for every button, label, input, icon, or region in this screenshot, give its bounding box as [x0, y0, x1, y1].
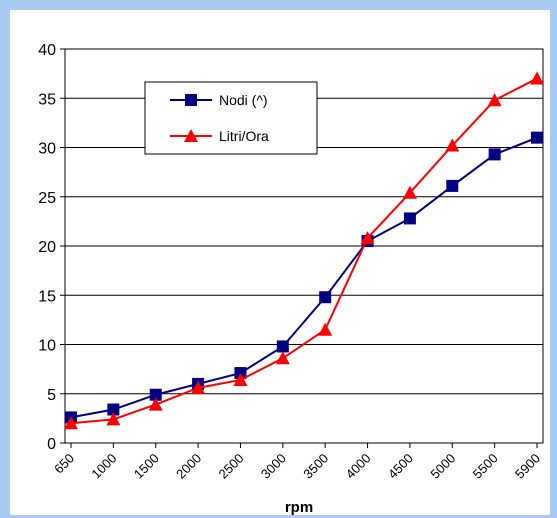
y-tick-label: 40 [38, 42, 56, 59]
y-tick-label: 5 [47, 387, 56, 404]
legend-box [144, 81, 318, 155]
x-tick-label: 2500 [216, 451, 247, 482]
legend-marker-litri [184, 129, 198, 142]
x-tick-label: 5000 [427, 451, 458, 482]
data-point [488, 148, 501, 161]
data-point [191, 380, 206, 394]
x-axis-label: rpm [285, 499, 313, 516]
legend: Nodi (^) Litri/Ora [144, 81, 318, 155]
x-tick-label: 1500 [131, 451, 162, 482]
series-litri-ora [64, 71, 544, 430]
legend-entry-litri: Litri/Ora [170, 128, 269, 144]
y-axis-ticks: 0 5 10 15 20 25 30 35 40 [38, 42, 65, 453]
x-tick-label: 4000 [343, 451, 374, 482]
data-point [64, 416, 78, 430]
series-line [70, 77, 538, 425]
x-tick-label: 5900 [512, 451, 543, 482]
x-tick-label: 650 [51, 451, 77, 477]
y-tick-label: 30 [38, 141, 56, 158]
y-tick-label: 25 [38, 190, 56, 207]
data-point [318, 322, 333, 336]
y-tick-label: 10 [38, 338, 56, 355]
y-tick-label: 15 [38, 288, 56, 305]
data-point [531, 131, 543, 144]
x-tick-label: 2000 [173, 451, 204, 482]
data-point [106, 412, 121, 426]
data-point [149, 388, 162, 401]
x-tick-label: 3000 [258, 451, 289, 482]
x-tick-label: 4500 [385, 451, 416, 482]
data-point [319, 291, 332, 304]
data-point [530, 71, 544, 85]
series-layer [64, 71, 544, 430]
data-point [360, 231, 375, 245]
x-tick-label: 5500 [470, 451, 501, 482]
x-axis-ticks: 650 1000 1500 2000 2500 3000 3500 4000 4500 5000 5… [51, 443, 543, 482]
y-tick-label: 35 [38, 91, 56, 108]
data-point [148, 397, 163, 411]
legend-label-nodi: Nodi (^) [219, 92, 268, 108]
data-point [446, 179, 459, 192]
legend-label-litri: Litri/Ora [219, 128, 269, 144]
data-point [445, 138, 460, 152]
series-nodi [65, 131, 543, 424]
y-tick-label: 20 [38, 239, 56, 256]
data-point [233, 372, 248, 386]
data-point [403, 212, 416, 225]
data-point [402, 185, 417, 199]
data-point [107, 403, 120, 416]
series-line [70, 136, 538, 419]
legend-marker-nodi [185, 94, 197, 106]
data-point [276, 340, 289, 353]
y-tick-label: 0 [47, 436, 56, 453]
x-tick-label: 3500 [300, 451, 331, 482]
legend-entry-nodi: Nodi (^) [170, 92, 268, 108]
x-tick-label: 1000 [88, 451, 119, 482]
data-point [487, 93, 502, 107]
data-point [275, 351, 290, 365]
